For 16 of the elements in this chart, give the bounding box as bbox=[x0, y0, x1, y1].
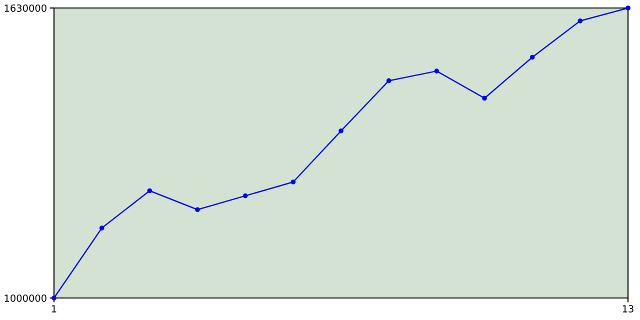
point bbox=[338, 128, 344, 134]
x-tick-label: 1 bbox=[52, 305, 56, 312]
point bbox=[147, 188, 152, 194]
point bbox=[290, 180, 296, 184]
point bbox=[626, 6, 630, 10]
x-tick-label: 13 bbox=[622, 305, 634, 312]
point bbox=[530, 54, 535, 60]
point bbox=[386, 78, 392, 84]
point bbox=[578, 18, 583, 24]
point bbox=[434, 68, 440, 74]
point bbox=[242, 193, 248, 198]
point bbox=[482, 96, 487, 101]
y-tick-label: 1000000 bbox=[4, 294, 46, 302]
y-tick-label: 1630000 bbox=[4, 4, 46, 12]
point bbox=[99, 226, 104, 230]
point bbox=[195, 207, 200, 212]
